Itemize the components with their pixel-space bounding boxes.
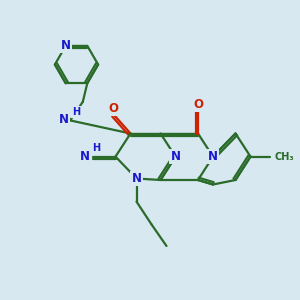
Text: O: O [108, 102, 118, 115]
Text: N: N [131, 172, 142, 185]
Text: H: H [72, 107, 80, 117]
Text: CH₃: CH₃ [274, 152, 294, 162]
Text: N: N [170, 150, 181, 163]
Text: N: N [208, 150, 218, 163]
Text: O: O [193, 98, 203, 111]
Text: N: N [58, 113, 69, 126]
Text: N: N [61, 39, 71, 52]
Text: N: N [80, 149, 90, 163]
Text: H: H [92, 143, 101, 153]
